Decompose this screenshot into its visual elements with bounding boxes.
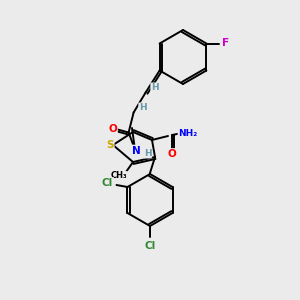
Text: N: N (132, 146, 141, 155)
Text: H: H (139, 103, 146, 112)
Text: O: O (108, 124, 117, 134)
Text: O: O (168, 149, 176, 159)
Text: Cl: Cl (102, 178, 113, 188)
Text: F: F (222, 38, 229, 49)
Text: H: H (151, 83, 158, 92)
Text: NH₂: NH₂ (178, 128, 198, 137)
Text: S: S (106, 140, 114, 150)
Text: Cl: Cl (144, 241, 156, 251)
Text: H: H (144, 149, 152, 158)
Text: CH₃: CH₃ (111, 172, 127, 181)
